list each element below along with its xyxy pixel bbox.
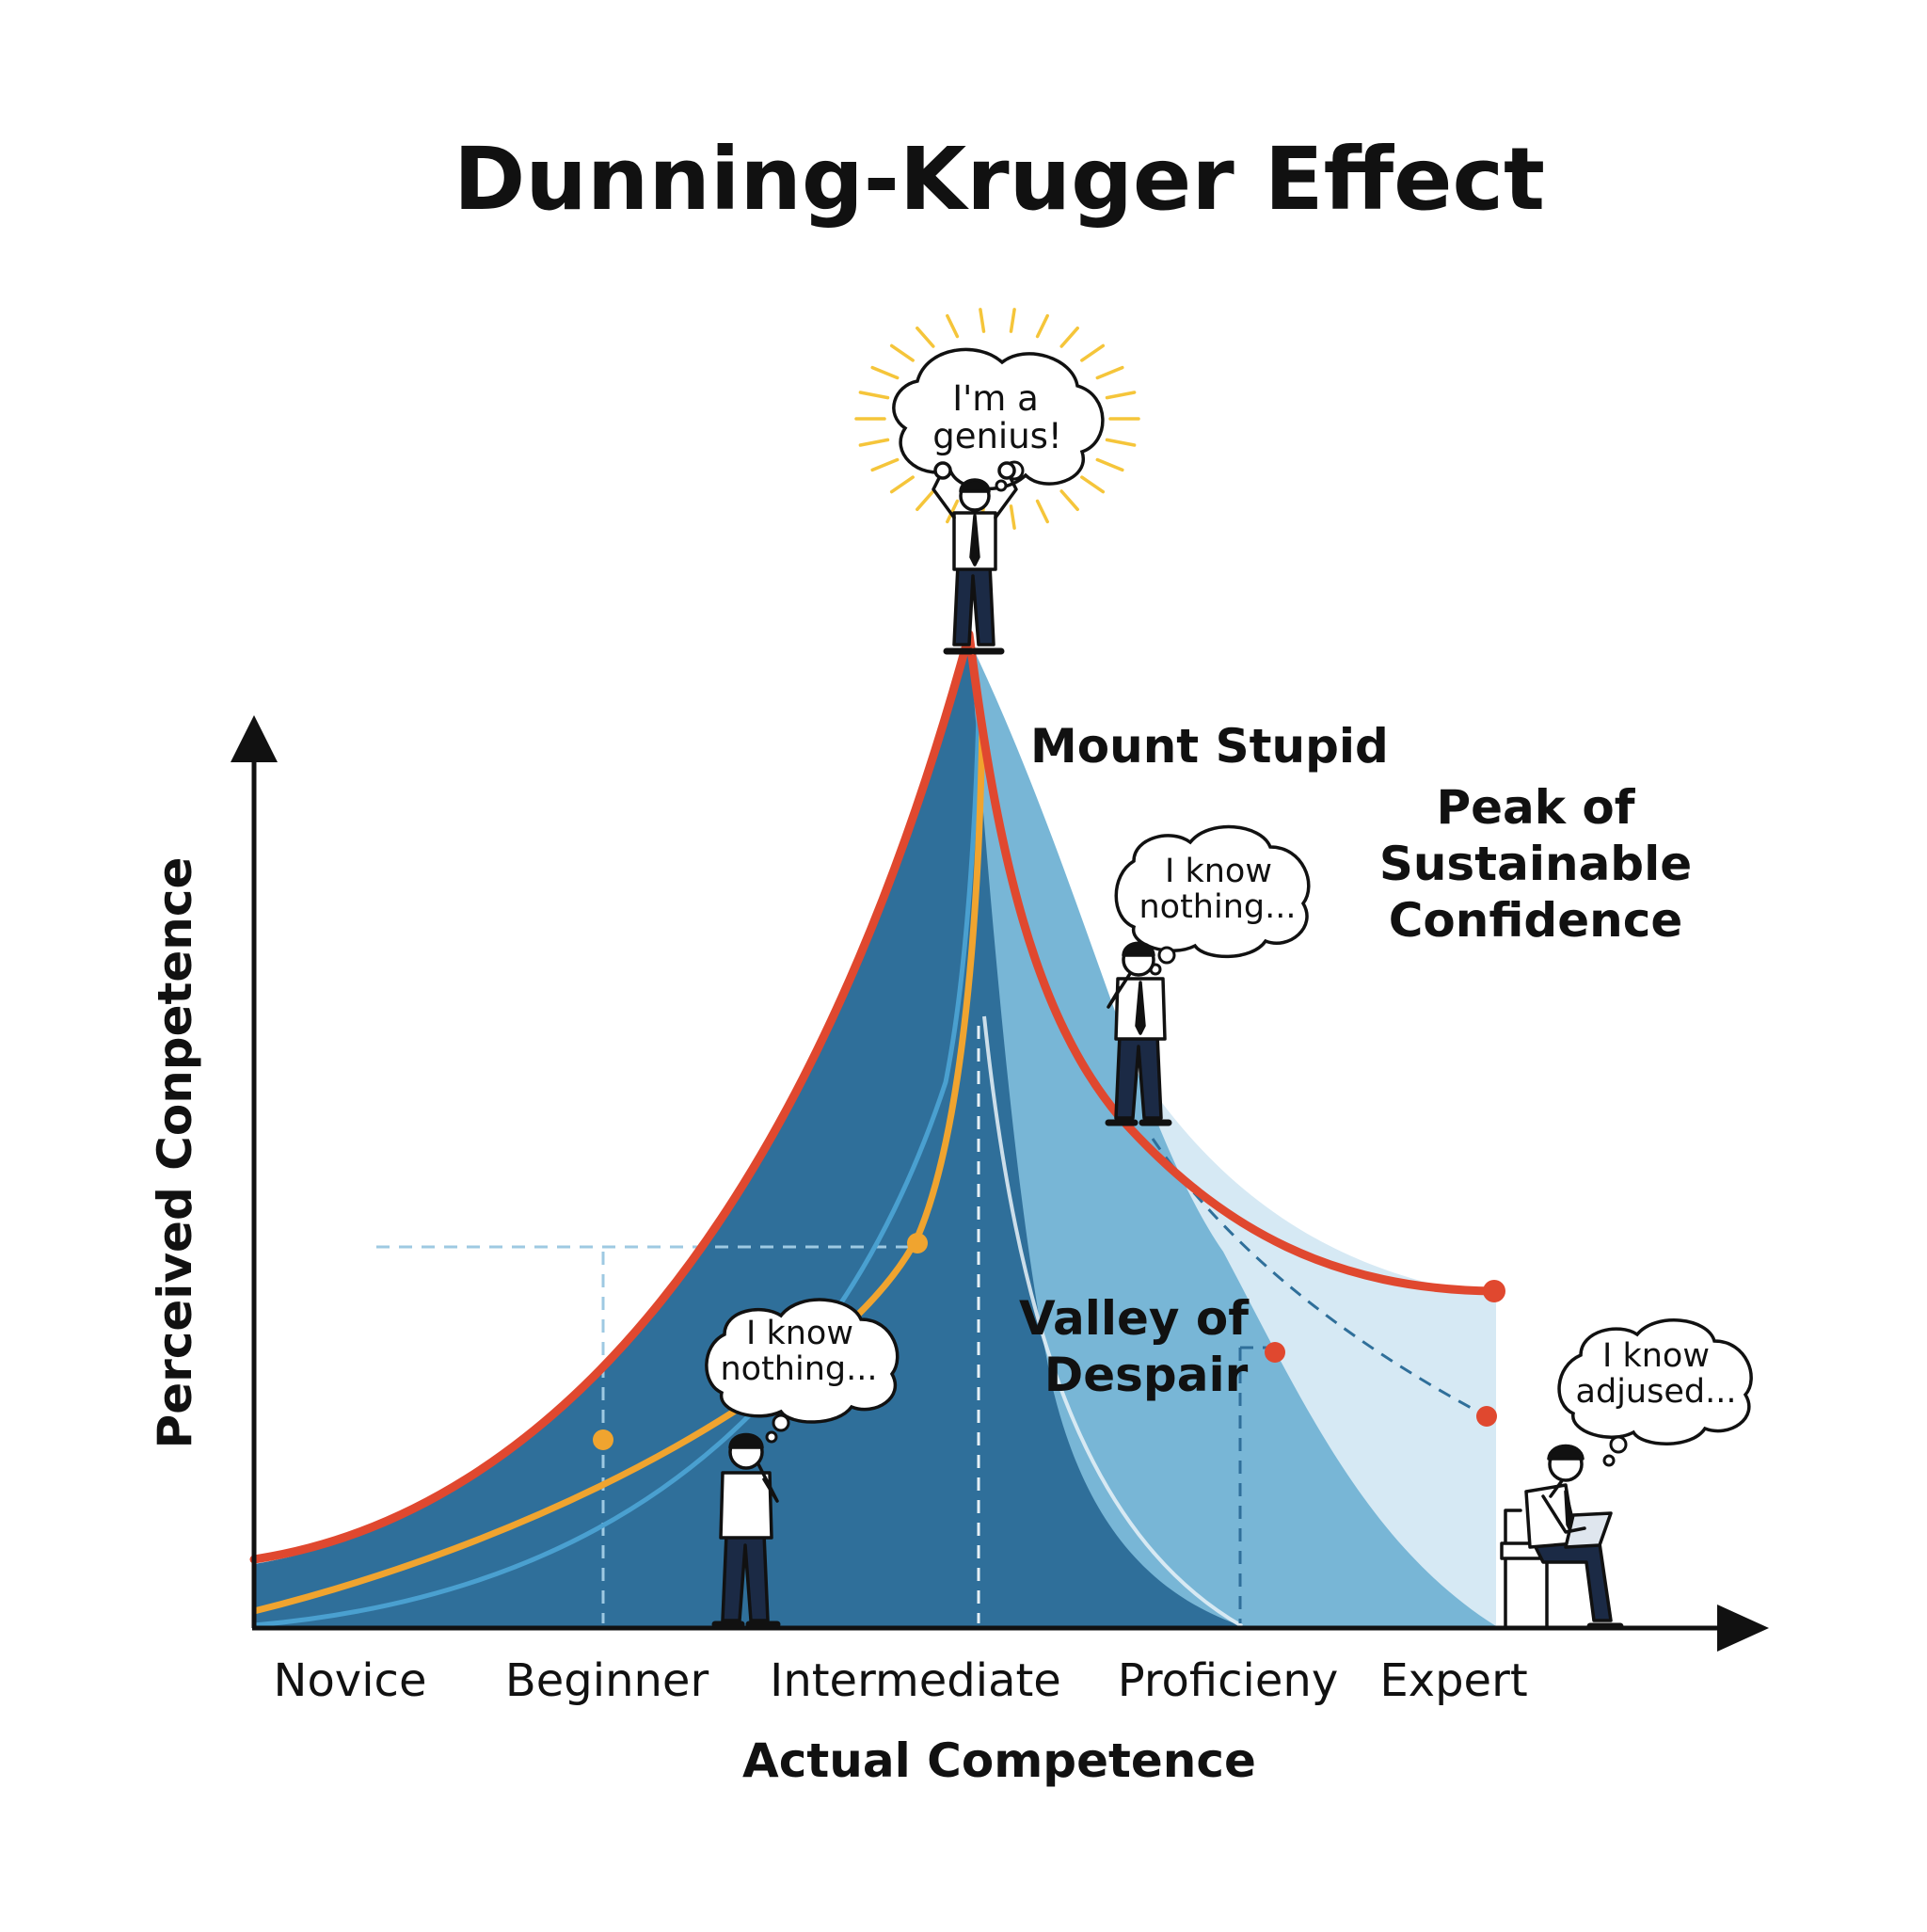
sun-ray: [1080, 475, 1106, 494]
genius-tie: [969, 514, 980, 567]
expert-bubble-line-1: I know: [1602, 1337, 1710, 1375]
beginner-bubble-tail-1: [772, 1413, 790, 1432]
cloud-shape-genius: [892, 347, 1105, 491]
label-valley-of-despair: Valley of Despair: [1019, 1291, 1250, 1402]
diagram-title: Dunning-Kruger Effect: [454, 129, 1545, 230]
thinking-person-icon: [1105, 941, 1172, 1126]
sun-ray: [870, 457, 900, 472]
sun-ray: [1105, 438, 1137, 447]
fill-dark-region: [254, 640, 1242, 1626]
sun-ray: [858, 391, 890, 400]
y-axis-label: Perceived Conpetence: [148, 857, 202, 1449]
peak-label-line-3: Confidence: [1389, 893, 1683, 948]
sun-ray: [1009, 308, 1016, 333]
valley-label-line-2: Despair: [1044, 1348, 1249, 1402]
cloud-shape-beginner: [705, 1298, 900, 1424]
tick-proficiency: Proficieny: [1118, 1654, 1338, 1707]
cheering-person-icon: [932, 461, 1018, 655]
sun-ray: [1035, 499, 1049, 524]
label-mount-stupid: Mount Stupid: [1030, 719, 1389, 774]
genius-legs: [952, 563, 995, 647]
y-axis-arrow: [231, 715, 278, 762]
sun-ray: [1059, 489, 1079, 512]
sun-ray: [1009, 504, 1016, 530]
sun-ray: [916, 326, 935, 348]
genius-bubble-tail-2: [995, 479, 1008, 492]
expert-thought-bubble: I know adjused...: [1557, 1318, 1753, 1467]
sunburst-rays-icon: [854, 308, 1140, 530]
sun-ray: [946, 313, 960, 339]
beginner-thought-bubble: I know nothing...: [705, 1298, 900, 1444]
sun-ray: [1095, 365, 1124, 380]
valley-legs: [1114, 1033, 1163, 1120]
tick-novice: Novice: [274, 1654, 427, 1707]
x-tick-labels: Novice Beginner Intermediate Proficieny …: [274, 1654, 1528, 1707]
blue-line-curve: [253, 714, 981, 1628]
tick-beginner: Beginner: [505, 1654, 709, 1707]
red-confidence-curve: [249, 630, 1499, 1564]
cloud-shape-expert: [1557, 1318, 1753, 1445]
peak-label-line-1: Peak of: [1436, 780, 1635, 835]
beginner-bubble-tail-2: [765, 1430, 778, 1444]
genius-fist-left: [933, 461, 952, 480]
beginner-legs: [721, 1532, 770, 1622]
valley-arm: [1107, 967, 1135, 1009]
valley-bubble-line-1: I know: [1165, 853, 1272, 890]
beginner-hair: [728, 1432, 764, 1449]
beginner-bubble-line-2: nothing...: [720, 1350, 877, 1388]
valley-hair: [1122, 941, 1155, 957]
fill-mid-region: [969, 640, 1496, 1626]
tick-intermediate: Intermediate: [770, 1654, 1061, 1707]
marker-expert-lower: [1476, 1406, 1497, 1427]
despair-inner-curve: [982, 1015, 1244, 1628]
expert-bubble-tail-2: [1602, 1454, 1616, 1467]
valley-bubble-tail-1: [1157, 946, 1176, 965]
sun-ray: [889, 343, 915, 362]
sun-ray: [870, 365, 900, 380]
sun-ray: [1095, 457, 1124, 472]
x-axis-arrow: [1717, 1605, 1769, 1652]
cloud-shape-valley: [1114, 824, 1311, 959]
expert-bubble-line-2: adjused...: [1576, 1373, 1737, 1411]
beginner-figure: [711, 1432, 781, 1628]
genius-bubble-line-1: I'm a: [952, 378, 1039, 419]
expert-bubble-tail-1: [1609, 1435, 1628, 1454]
beginner-arm: [755, 1459, 779, 1503]
laptop: [1564, 1511, 1613, 1549]
x-axis-label: Actual Competence: [742, 1733, 1256, 1788]
marker-proficiency: [1265, 1342, 1285, 1363]
marker-beginner: [593, 1429, 613, 1450]
genius-hair: [959, 478, 991, 493]
genius-bubble-line-2: genius!: [932, 416, 1062, 456]
marker-intermediate: [907, 1233, 928, 1253]
genius-thought-bubble: I'm a genius!: [854, 308, 1140, 530]
sun-ray: [946, 499, 960, 524]
valley-label-line-1: Valley of: [1019, 1291, 1250, 1346]
expert-arm: [1541, 1494, 1586, 1534]
axes: [231, 715, 1769, 1652]
sun-ray: [1059, 326, 1079, 348]
sun-ray: [889, 475, 915, 494]
genius-fist-right: [997, 461, 1016, 480]
person-on-chair-with-laptop-icon: [1500, 1444, 1624, 1630]
chair: [1504, 1509, 1564, 1630]
sun-ray: [979, 308, 986, 333]
beginner-bubble-line-1: I know: [746, 1315, 853, 1352]
sun-ray: [858, 438, 890, 447]
valley-bubble-line-2: nothing...: [1139, 888, 1296, 926]
orange-competence-curve: [253, 724, 986, 1615]
sun-ray: [1035, 313, 1049, 339]
tick-expert: Expert: [1379, 1654, 1527, 1707]
peak-label-line-2: Sustainable: [1379, 837, 1692, 891]
label-peak-sustainable-confidence: Peak of Sustainable Confidence: [1379, 780, 1692, 948]
sun-ray: [1080, 343, 1106, 362]
sun-ray: [1105, 391, 1137, 400]
beginner-torso: [719, 1471, 773, 1540]
sun-ray: [916, 489, 935, 512]
expert-hair: [1547, 1444, 1585, 1461]
valley-tie: [1135, 981, 1146, 1035]
marker-expert: [1483, 1280, 1505, 1302]
